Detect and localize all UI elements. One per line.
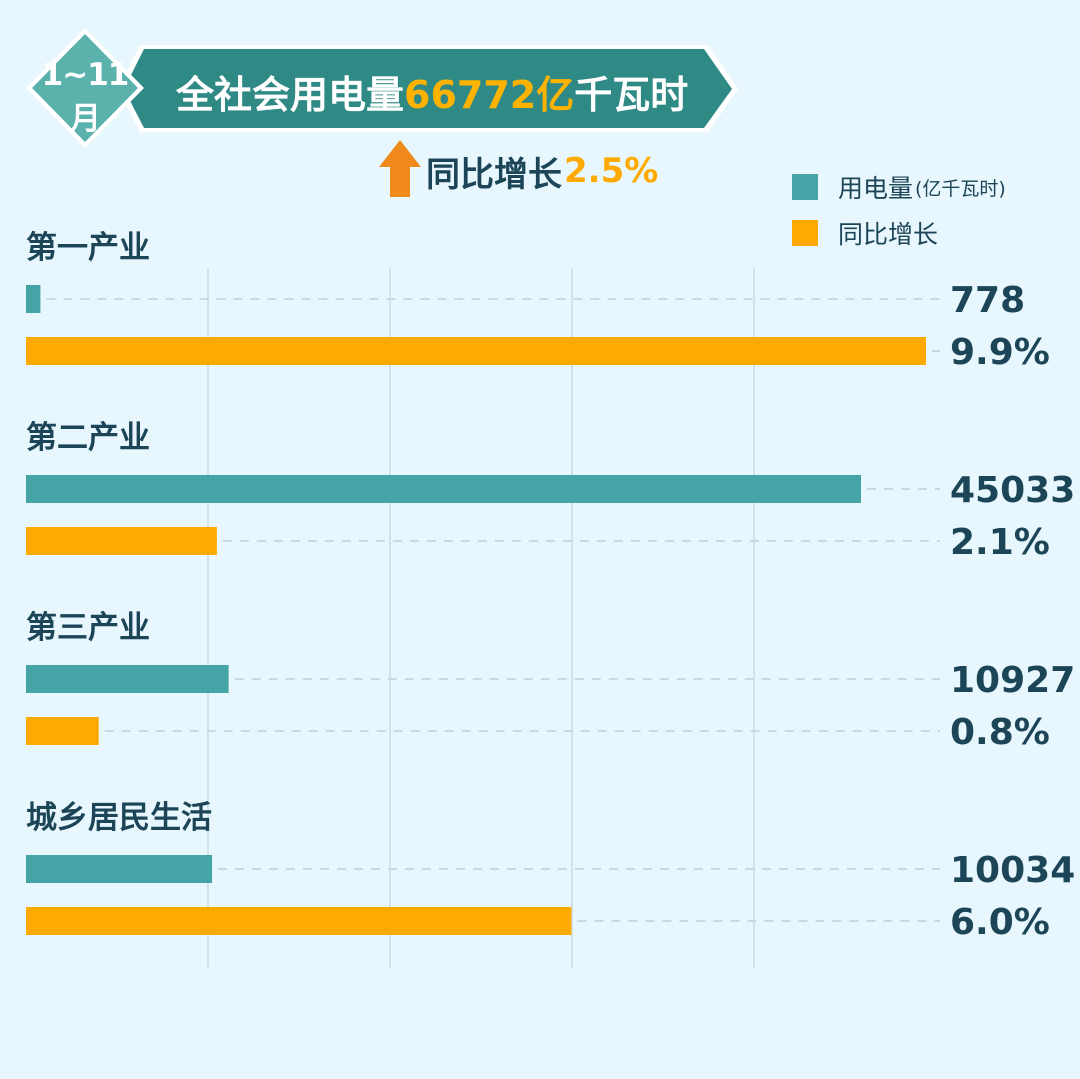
data-label-usage: 45033	[950, 470, 1075, 511]
data-label-usage: 10927	[950, 660, 1075, 701]
data-label-growth: 9.9%	[950, 332, 1050, 373]
legend-item-growth: 同比增长	[792, 218, 1006, 249]
legend-label-usage: 用电量	[838, 174, 914, 203]
legend: 用电量 (亿千瓦时) 同比增长	[792, 172, 1006, 264]
category-label: 第二产业	[26, 420, 150, 456]
bar-growth	[26, 717, 99, 745]
data-label-growth: 2.1%	[950, 522, 1050, 563]
legend-label-growth: 同比增长	[838, 220, 939, 249]
legend-swatch-usage	[792, 174, 818, 200]
title-ribbon-fill	[124, 49, 732, 128]
header-banner	[26, 28, 738, 197]
data-label-usage: 778	[950, 280, 1025, 321]
legend-item-usage: 用电量 (亿千瓦时)	[792, 172, 1006, 203]
data-label-growth: 6.0%	[950, 902, 1050, 943]
bar-usage	[26, 285, 41, 313]
growth-value: 2.5%	[564, 151, 659, 191]
legend-swatch-growth	[792, 220, 818, 246]
category-label: 城乡居民生活	[26, 800, 212, 836]
title-prefix: 全社会用电量	[176, 73, 405, 117]
page-title: 全社会用电量66772亿千瓦时	[176, 64, 688, 119]
title-suffix: 千瓦时	[574, 73, 689, 117]
bar-usage	[26, 855, 213, 883]
legend-unit: (亿千瓦时)	[915, 177, 1006, 200]
title-value: 66772亿	[404, 73, 575, 117]
up-arrow-icon	[379, 140, 421, 197]
bar-usage	[26, 665, 229, 693]
category-label: 第一产业	[26, 230, 150, 266]
bar-growth	[26, 527, 217, 555]
data-label-growth: 0.8%	[950, 712, 1050, 753]
growth-label: 同比增长	[426, 154, 562, 195]
period-badge-fill	[32, 34, 138, 142]
data-label-usage: 10034	[950, 850, 1075, 891]
bar-growth	[26, 907, 572, 935]
category-label: 第三产业	[26, 610, 150, 646]
bar-usage	[26, 475, 861, 503]
bar-growth	[26, 337, 926, 365]
period-badge: 1~11月	[41, 57, 130, 137]
total-growth: 同比增长 2.5%	[380, 143, 658, 199]
